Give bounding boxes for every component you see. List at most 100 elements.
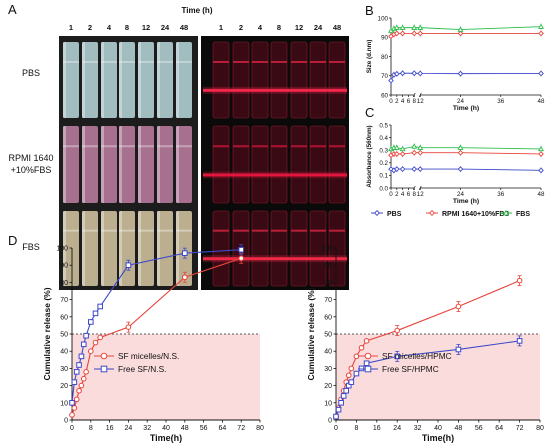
row-label-rpmi: RPMI 1640: [8, 153, 53, 163]
x-tick-label: 2: [395, 98, 399, 105]
vial-right: [212, 41, 230, 119]
y-tick-label: 90: [60, 263, 68, 270]
x-tick-label: 0: [70, 425, 74, 432]
data-point: [73, 369, 80, 375]
data-point: [455, 346, 462, 353]
x-tick-label: 24: [457, 98, 464, 105]
data-point: [80, 341, 87, 348]
laser-beam: [203, 173, 347, 177]
vial-top-glow: [310, 60, 326, 63]
x-axis-label: Time (h): [453, 105, 479, 112]
vial-body: [119, 42, 135, 118]
vial-highlight: [101, 211, 104, 286]
vial-left: [138, 211, 154, 286]
x-tick-label: 40: [434, 425, 442, 432]
vial-highlight: [157, 211, 160, 286]
data-point: [78, 382, 85, 389]
row-label-fbs: FBS: [22, 242, 40, 252]
y-axis-label: Size (d.nm): [366, 40, 373, 74]
vial-meniscus: [63, 229, 79, 232]
vial-left: [138, 42, 154, 118]
data-point: [393, 24, 400, 30]
time-label-left: 2: [88, 23, 92, 32]
vial-highlight: [101, 126, 104, 203]
vial-meniscus: [119, 60, 135, 63]
x-tick-label: 72: [516, 425, 524, 432]
laser-beam: [203, 88, 347, 92]
legend-label: FBS: [516, 211, 530, 218]
y-tick-label: 20: [60, 383, 68, 390]
vial-highlight: [119, 211, 122, 286]
data-point: [457, 166, 464, 172]
vial-highlight: [63, 126, 66, 203]
time-label-right: 24: [314, 23, 323, 32]
vial-right: [251, 41, 269, 119]
legend-label: RPMI 1640+10%FBS: [442, 211, 509, 218]
vial-right: [290, 41, 308, 119]
panel-a-header: Time (h): [182, 6, 213, 15]
vial-left: [82, 126, 98, 203]
vial-meniscus: [82, 60, 98, 63]
vial-left: [63, 42, 79, 118]
x-tick-label: 48: [538, 191, 545, 198]
legend-item: SF micelles/HPMC: [358, 351, 452, 361]
vial-right: [328, 41, 346, 119]
x-tick-label: 36: [497, 191, 504, 198]
data-point: [182, 274, 188, 281]
data-point: [399, 24, 406, 30]
y-tick-label: 0.4: [379, 135, 388, 142]
data-point: [92, 339, 99, 346]
x-tick-label: 8: [89, 425, 93, 432]
vial-body: [119, 126, 135, 203]
vial-body-dark: [212, 41, 230, 119]
y-tick-label: 20: [324, 383, 332, 390]
vial-top-glow: [291, 60, 307, 63]
series-0: [69, 252, 244, 418]
vial-left: [138, 126, 154, 203]
data-point: [393, 166, 400, 172]
data-point: [340, 393, 347, 399]
row-label-pbs: PBS: [22, 68, 40, 78]
vial-top-glow: [291, 145, 307, 148]
data-point: [348, 379, 355, 385]
data-point: [125, 262, 132, 268]
y-tick-label: 0.1: [379, 173, 388, 180]
vial-right: [270, 210, 288, 287]
data-point: [83, 369, 89, 375]
row-label-rpmi-fbs: +10%FBS: [11, 165, 52, 175]
vial-body-dark: [212, 210, 230, 287]
vial-left: [63, 211, 79, 286]
vial-meniscus: [101, 60, 117, 63]
laser-beam-glow: [203, 171, 347, 179]
x-axis-label: Time(h): [422, 433, 454, 443]
data-point: [343, 387, 349, 394]
x-tick-label: 8: [413, 191, 417, 198]
data-point: [417, 30, 424, 37]
data-point: [516, 277, 523, 284]
x-tick-label: 72: [237, 425, 245, 432]
vial-highlight: [157, 42, 160, 118]
series-2: [388, 143, 544, 152]
vial-meniscus: [119, 145, 135, 148]
x-tick-label: 24: [457, 191, 464, 198]
vial-body-dark: [212, 125, 230, 204]
x-tick-label: 40: [162, 425, 170, 432]
time-label-right: 48: [333, 23, 341, 32]
vial-left: [82, 42, 98, 118]
x-tick-label: 12: [417, 191, 424, 198]
x-tick-label: 24: [393, 425, 401, 432]
data-point: [78, 353, 85, 360]
vial-top-glow: [329, 229, 345, 232]
vial-top-glow: [252, 60, 268, 63]
vial-body-dark: [290, 210, 308, 287]
vial-right: [212, 125, 230, 204]
vial-meniscus: [63, 145, 79, 148]
vial-right: [328, 210, 346, 287]
y-tick-label: 0.0: [379, 185, 388, 192]
y-tick-label: 50: [60, 332, 68, 339]
vial-right: [270, 41, 288, 119]
x-tick-label: 32: [414, 425, 422, 432]
vial-body: [138, 42, 154, 118]
time-label-left: 24: [161, 23, 170, 32]
